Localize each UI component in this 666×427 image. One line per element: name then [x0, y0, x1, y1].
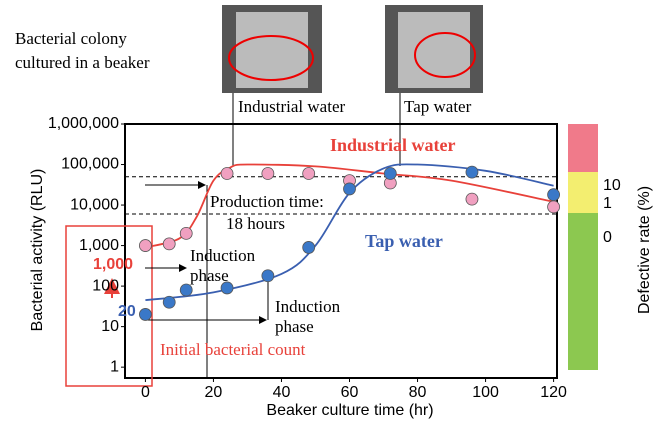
- annotation: Industrial water: [238, 97, 345, 116]
- x-tick-label: 40: [273, 384, 291, 401]
- y-axis-label: Bacterial activity (RLU): [29, 169, 46, 332]
- legend-label: Tap water: [365, 231, 443, 251]
- x-tick-label: 60: [341, 384, 359, 401]
- x-axis-label: Beaker culture time (hr): [266, 402, 433, 419]
- annotation: 20: [118, 303, 136, 320]
- rate-level: 0: [603, 229, 612, 246]
- photos: [222, 5, 483, 93]
- y-tick-label: 1,000,000: [48, 115, 119, 132]
- y-tick-label: 1,000: [79, 237, 119, 254]
- annotation: phase: [275, 317, 314, 336]
- point: [180, 227, 192, 239]
- y-tick-label: 10: [101, 318, 119, 335]
- y-tick-label: 10,000: [70, 196, 119, 213]
- point: [303, 168, 315, 180]
- annotation: Tap water: [404, 97, 472, 116]
- x-tick-label: 80: [409, 384, 427, 401]
- legend-label: Industrial water: [330, 135, 456, 155]
- point: [221, 282, 233, 294]
- rate-low: [568, 213, 598, 370]
- point: [163, 296, 175, 308]
- point: [548, 189, 560, 201]
- annotation: Production time:: [210, 192, 324, 211]
- point: [139, 240, 151, 252]
- annotation: phase: [190, 266, 229, 285]
- annotation: 18 hours: [226, 214, 285, 233]
- annotation: Initial bacterial count: [160, 340, 306, 359]
- point: [180, 284, 192, 296]
- annotation: Bacterial colony: [15, 29, 127, 48]
- annotation: Induction: [275, 297, 341, 316]
- point: [262, 168, 274, 180]
- annotation: Induction: [190, 246, 256, 265]
- x-tick-label: 0: [141, 384, 150, 401]
- point: [163, 238, 175, 250]
- rate-label: Defective rate (%): [636, 186, 653, 314]
- point: [221, 168, 233, 180]
- rate-level: 10: [603, 177, 621, 194]
- point: [466, 193, 478, 205]
- point: [262, 270, 274, 282]
- y-tick-label: 1: [110, 358, 119, 375]
- annotation: 1,000: [93, 256, 133, 273]
- rate-level: 1: [603, 195, 612, 212]
- x-tick-label: 120: [540, 384, 567, 401]
- y-tick-label: 100: [92, 277, 119, 294]
- rate-high: [568, 124, 598, 172]
- rate-mid: [568, 172, 598, 213]
- point: [466, 166, 478, 178]
- point: [139, 308, 151, 320]
- point: [303, 241, 315, 253]
- y-tick-label: 100,000: [61, 156, 119, 173]
- point: [548, 201, 560, 213]
- annotation: cultured in a beaker: [15, 53, 150, 72]
- point: [344, 183, 356, 195]
- x-tick-label: 100: [472, 384, 499, 401]
- chart: Bacterial colony cultured in a beaker In…: [0, 0, 666, 427]
- point: [384, 168, 396, 180]
- x-tick-label: 20: [205, 384, 223, 401]
